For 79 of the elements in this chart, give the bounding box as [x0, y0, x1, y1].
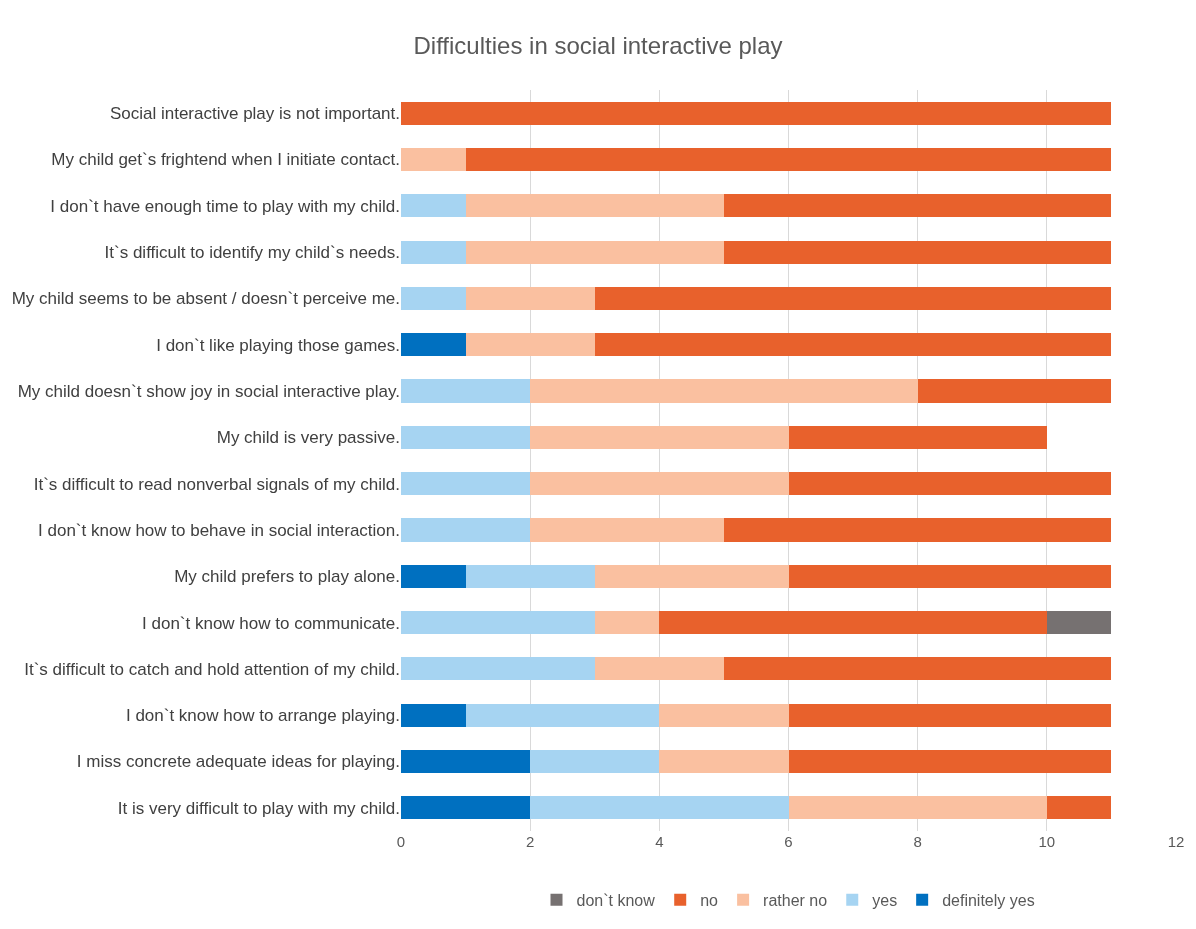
bar: [788, 796, 1047, 820]
chart-title: Difficulties in social interactive play: [413, 31, 783, 59]
bar: [723, 657, 1112, 681]
bar: [465, 286, 595, 310]
bar: [788, 703, 1112, 727]
bar: [465, 333, 595, 357]
bar: [401, 657, 595, 681]
bar: [465, 564, 595, 588]
bar: [401, 101, 1112, 125]
x-tick-label: 10: [1038, 833, 1056, 850]
bar: [659, 703, 789, 727]
bar: [465, 703, 660, 727]
y-tick-label: It`s difficult to identify my child`s needs.: [104, 243, 400, 263]
bar: [788, 564, 1112, 588]
bar: [788, 749, 1112, 774]
x-tick-label: 8: [913, 833, 922, 850]
bar: [401, 518, 531, 542]
y-tick-label: My child is very passive.: [216, 428, 400, 448]
bar: [530, 518, 724, 542]
legend-label: yes: [872, 892, 898, 910]
bar: [594, 611, 660, 635]
bar: [401, 611, 595, 635]
x-tick-label: 12: [1167, 833, 1185, 850]
bar: [401, 286, 466, 310]
bar: [401, 425, 531, 449]
bar: [530, 749, 660, 774]
bar: [401, 333, 466, 357]
y-tick-label: I don`t know how to behave in social interaction.: [38, 520, 400, 540]
bar: [401, 749, 531, 774]
bar: [723, 194, 1112, 218]
bar: [917, 379, 1112, 403]
bar: [465, 147, 1112, 172]
bar: [401, 240, 466, 264]
x-tick-label: 2: [526, 833, 535, 850]
bar: [401, 564, 466, 588]
bar: [401, 703, 466, 727]
legend-label: rather no: [763, 892, 828, 910]
y-tick-label: Social interactive play is not important.: [109, 104, 400, 124]
y-tick-label: My child get`s frightend when I initiate contact.: [51, 150, 400, 170]
bar: [788, 425, 1047, 449]
bar: [401, 194, 466, 218]
y-tick-label: I don`t know how to arrange playing.: [125, 706, 400, 726]
bar: [723, 518, 1112, 542]
bar: [401, 472, 531, 496]
bar: [530, 472, 789, 496]
y-tick-label: I don`t like playing those games.: [156, 335, 400, 355]
bar: [401, 379, 531, 403]
y-tick-label: It`s difficult to catch and hold attention of my child.: [24, 659, 400, 679]
bar: [594, 333, 1112, 357]
bar: [1046, 796, 1112, 820]
y-tick-label: It is very difficult to play with my child.: [117, 798, 400, 818]
legend-label: no: [700, 892, 719, 910]
bar: [465, 240, 724, 264]
legend-label: definitely yes: [942, 892, 1035, 910]
y-tick-label: I don`t have enough time to play with my child.: [50, 196, 400, 216]
bar: [788, 472, 1112, 496]
bar: [594, 286, 1112, 310]
bar: [659, 749, 789, 774]
y-tick-label: My child seems to be absent / doesn`t perceive me.: [11, 289, 400, 309]
bar: [1046, 611, 1112, 635]
bar: [465, 194, 724, 218]
x-tick-label: 0: [396, 833, 406, 850]
bar: [530, 796, 789, 820]
bar: [594, 564, 789, 588]
y-tick-label: My child doesn`t show joy in social interactive play.: [17, 381, 400, 401]
y-tick-label: It`s difficult to read nonverbal signals of my child.: [33, 474, 400, 494]
bar: [401, 147, 466, 172]
bar: [659, 611, 1047, 635]
bar: [530, 379, 918, 403]
y-tick-label: I miss concrete adequate ideas for playing.: [76, 752, 400, 772]
x-tick-label: 4: [655, 833, 664, 850]
bar: [401, 796, 531, 820]
bar: [530, 425, 789, 449]
bar: [723, 240, 1112, 264]
x-tick-label: 6: [784, 833, 793, 850]
y-tick-label: My child prefers to play alone.: [174, 567, 400, 587]
y-tick-label: I don`t know how to communicate.: [142, 613, 400, 633]
bar: [594, 657, 724, 681]
legend-label: don`t know: [576, 892, 656, 910]
